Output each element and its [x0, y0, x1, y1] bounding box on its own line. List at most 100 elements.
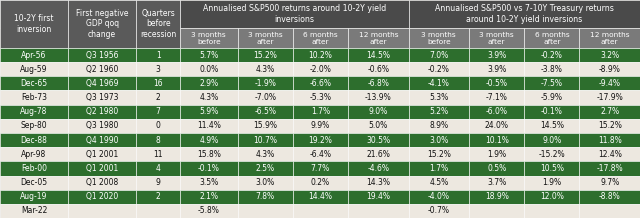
Text: 9.7%: 9.7%	[600, 178, 620, 187]
Bar	[237, 28, 292, 48]
Bar	[68, 76, 136, 90]
Bar	[408, 133, 469, 147]
Text: Dec-65: Dec-65	[20, 79, 47, 88]
Text: 2.5%: 2.5%	[255, 164, 275, 173]
Text: 2.9%: 2.9%	[199, 79, 218, 88]
Bar	[237, 133, 292, 147]
Bar	[579, 204, 640, 218]
Text: -13.9%: -13.9%	[365, 93, 392, 102]
Text: 4: 4	[156, 164, 161, 173]
Bar	[136, 175, 180, 190]
Text: 15.9%: 15.9%	[253, 121, 277, 130]
Bar	[0, 48, 68, 62]
Text: -2.0%: -2.0%	[310, 65, 332, 74]
Bar	[579, 28, 640, 48]
Bar	[408, 0, 640, 28]
Text: 18.9%: 18.9%	[484, 192, 509, 201]
Bar	[469, 190, 524, 204]
Bar	[579, 133, 640, 147]
Text: 4.3%: 4.3%	[255, 65, 275, 74]
Text: 4.5%: 4.5%	[429, 178, 449, 187]
Bar	[0, 190, 68, 204]
Bar	[524, 105, 579, 119]
Bar	[0, 133, 68, 147]
Text: -17.9%: -17.9%	[596, 93, 623, 102]
Bar	[469, 48, 524, 62]
Text: -6.4%: -6.4%	[309, 150, 332, 159]
Bar	[0, 0, 68, 48]
Text: Q1 2001: Q1 2001	[86, 150, 118, 159]
Text: Dec-88: Dec-88	[20, 136, 47, 145]
Bar	[524, 161, 579, 175]
Text: Dec-05: Dec-05	[20, 178, 47, 187]
Text: 11.8%: 11.8%	[598, 136, 621, 145]
Bar	[136, 62, 180, 76]
Bar	[524, 204, 579, 218]
Bar	[68, 204, 136, 218]
Text: 3.0%: 3.0%	[255, 178, 275, 187]
Text: Annualised S&P500 returns around 10-2Y yield
inversions: Annualised S&P500 returns around 10-2Y y…	[203, 4, 386, 24]
Text: 6 months
after: 6 months after	[534, 31, 569, 44]
Text: -17.8%: -17.8%	[596, 164, 623, 173]
Text: -6.8%: -6.8%	[367, 79, 389, 88]
Text: 14.5%: 14.5%	[540, 121, 564, 130]
Text: -8.9%: -8.9%	[599, 65, 621, 74]
Text: 5.2%: 5.2%	[429, 107, 449, 116]
Text: -0.6%: -0.6%	[367, 65, 389, 74]
Bar	[579, 90, 640, 105]
Bar	[408, 48, 469, 62]
Bar	[348, 204, 408, 218]
Text: 10.1%: 10.1%	[484, 136, 509, 145]
Text: -3.8%: -3.8%	[541, 65, 563, 74]
Text: 10.7%: 10.7%	[253, 136, 277, 145]
Bar	[348, 105, 408, 119]
Bar	[136, 204, 180, 218]
Text: 0.5%: 0.5%	[487, 164, 506, 173]
Bar	[68, 161, 136, 175]
Bar	[237, 204, 292, 218]
Bar	[136, 76, 180, 90]
Bar	[180, 105, 237, 119]
Text: 10.5%: 10.5%	[540, 164, 564, 173]
Text: -1.9%: -1.9%	[254, 79, 276, 88]
Bar	[237, 161, 292, 175]
Text: Feb-73: Feb-73	[21, 93, 47, 102]
Text: Quarters
before
recession: Quarters before recession	[140, 9, 176, 39]
Bar	[292, 133, 348, 147]
Text: 15.2%: 15.2%	[427, 150, 451, 159]
Text: 24.0%: 24.0%	[484, 121, 509, 130]
Text: 8: 8	[156, 136, 161, 145]
Bar	[469, 175, 524, 190]
Text: -0.5%: -0.5%	[486, 79, 508, 88]
Bar	[68, 0, 136, 48]
Bar	[348, 119, 408, 133]
Bar	[68, 0, 136, 28]
Bar	[579, 161, 640, 175]
Text: 5.3%: 5.3%	[429, 93, 449, 102]
Bar	[68, 190, 136, 204]
Bar	[348, 48, 408, 62]
Bar	[524, 147, 579, 161]
Bar	[579, 105, 640, 119]
Text: 3 months
after: 3 months after	[479, 31, 514, 44]
Bar	[408, 190, 469, 204]
Bar	[180, 161, 237, 175]
Text: 1: 1	[156, 51, 161, 60]
Bar	[524, 48, 579, 62]
Text: 11: 11	[154, 150, 163, 159]
Bar	[237, 147, 292, 161]
Bar	[180, 28, 237, 48]
Text: 5.7%: 5.7%	[199, 51, 218, 60]
Bar	[237, 62, 292, 76]
Bar	[180, 48, 237, 62]
Text: 1.7%: 1.7%	[429, 164, 449, 173]
Bar	[68, 90, 136, 105]
Bar	[0, 204, 68, 218]
Text: Q1 2001: Q1 2001	[86, 164, 118, 173]
Text: 0.0%: 0.0%	[199, 65, 218, 74]
Text: 9.0%: 9.0%	[542, 136, 561, 145]
Bar	[348, 133, 408, 147]
Text: Annualised S&P500 vs 7-10Y Treasury returns
around 10-2Y yield inversions: Annualised S&P500 vs 7-10Y Treasury retu…	[435, 4, 614, 24]
Bar	[469, 119, 524, 133]
Text: 21.6%: 21.6%	[366, 150, 390, 159]
